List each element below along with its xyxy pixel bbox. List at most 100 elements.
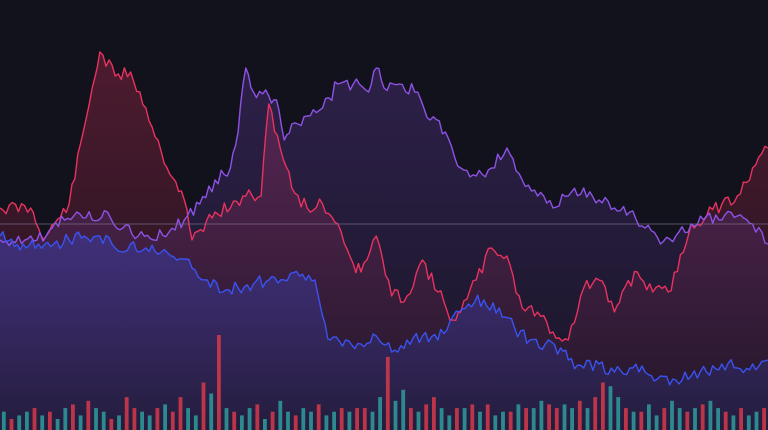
- volume-bar: [478, 411, 482, 430]
- volume-bar: [362, 408, 367, 430]
- volume-bar: [731, 415, 736, 430]
- volume-bar: [639, 411, 644, 430]
- volume-bar: [516, 404, 521, 430]
- volume-bar: [309, 411, 313, 430]
- volume-bar: [263, 419, 267, 430]
- volume-bar: [455, 408, 459, 430]
- volume-bar: [485, 404, 490, 430]
- volume-bar: [608, 386, 613, 430]
- volume-bar: [324, 415, 329, 430]
- volume-bar: [55, 419, 60, 430]
- volume-bar: [186, 408, 190, 430]
- volume-bar: [723, 411, 728, 430]
- volume-bar: [539, 400, 544, 430]
- volume-bar: [547, 404, 551, 430]
- volume-bar: [401, 389, 406, 430]
- volume-bar: [554, 408, 559, 430]
- volume-bar: [78, 415, 83, 430]
- volume-bar: [393, 400, 398, 430]
- volume-bar: [601, 382, 605, 430]
- volume-bar: [109, 419, 114, 430]
- volume-bar: [278, 400, 283, 430]
- volume-bar: [416, 411, 421, 430]
- volume-bar: [693, 408, 697, 430]
- volume-bar: [754, 411, 759, 430]
- volume-bar: [577, 400, 582, 430]
- volume-bar: [209, 393, 214, 430]
- series-areas: [0, 52, 768, 430]
- volume-bar: [117, 415, 121, 430]
- volume-bars: [1, 335, 766, 430]
- volume-bar: [232, 411, 237, 430]
- volume-bar: [378, 397, 382, 430]
- volume-bar: [63, 408, 68, 430]
- volume-bar: [462, 408, 467, 430]
- volume-bar: [132, 408, 137, 430]
- volume-bar: [424, 404, 429, 430]
- volume-bar: [163, 404, 167, 430]
- volume-bar: [301, 408, 306, 430]
- volume-bar: [662, 408, 667, 430]
- volume-bar: [631, 411, 636, 430]
- volume-bar: [447, 415, 452, 430]
- volume-bar: [531, 408, 536, 430]
- volume-bar: [524, 408, 528, 430]
- series-line-3: [0, 231, 768, 386]
- volume-bar: [570, 408, 574, 430]
- volume-bar: [677, 408, 682, 430]
- volume-bar: [739, 408, 743, 430]
- volume-bar: [270, 411, 275, 430]
- volume-bar: [647, 404, 651, 430]
- volume-bar: [593, 397, 598, 430]
- volume-bar: [409, 408, 413, 430]
- volume-bar: [9, 419, 14, 430]
- volume-bar: [355, 408, 359, 430]
- volume-bar: [339, 408, 344, 430]
- volume-bar: [700, 404, 705, 430]
- volume-bar: [71, 404, 75, 430]
- series-line-1: [0, 51, 768, 342]
- volume-bar: [508, 411, 513, 430]
- volume-bar: [217, 335, 221, 430]
- volume-bar: [439, 408, 444, 430]
- volume-bar: [616, 397, 621, 430]
- volume-bar: [94, 408, 98, 430]
- volume-bar: [255, 404, 260, 430]
- volume-bar: [432, 397, 436, 430]
- volume-bar: [201, 382, 206, 430]
- volume-bar: [140, 411, 144, 430]
- volume-bar: [247, 408, 252, 430]
- volume-bar: [624, 408, 628, 430]
- volume-bar: [562, 404, 567, 430]
- volume-bar: [178, 397, 183, 430]
- volume-bar: [48, 411, 52, 430]
- volume-bar: [316, 404, 321, 430]
- volume-bar: [40, 415, 45, 430]
- volume-bar: [86, 400, 91, 430]
- volume-bar: [585, 408, 590, 430]
- volume-bar: [332, 411, 336, 430]
- volume-bar: [746, 415, 751, 430]
- volume-bar: [470, 404, 475, 430]
- volume-bar: [670, 400, 674, 430]
- volume-bar: [286, 411, 290, 430]
- volume-bar: [716, 408, 720, 430]
- volume-bar: [25, 411, 29, 430]
- volume-bar: [501, 411, 505, 430]
- volume-bar: [293, 415, 298, 430]
- volume-bar: [155, 408, 160, 430]
- volume-bar: [685, 411, 690, 430]
- volume-bar: [385, 356, 390, 430]
- volume-bar: [32, 408, 37, 430]
- volume-bar: [1, 411, 6, 430]
- volume-bar: [101, 411, 106, 430]
- volume-bar: [147, 415, 152, 430]
- volume-bar: [493, 415, 498, 430]
- volume-bar: [240, 415, 244, 430]
- volume-bar: [193, 415, 198, 430]
- volume-bar: [170, 411, 175, 430]
- volume-bar: [124, 397, 129, 430]
- volume-bar: [708, 400, 713, 430]
